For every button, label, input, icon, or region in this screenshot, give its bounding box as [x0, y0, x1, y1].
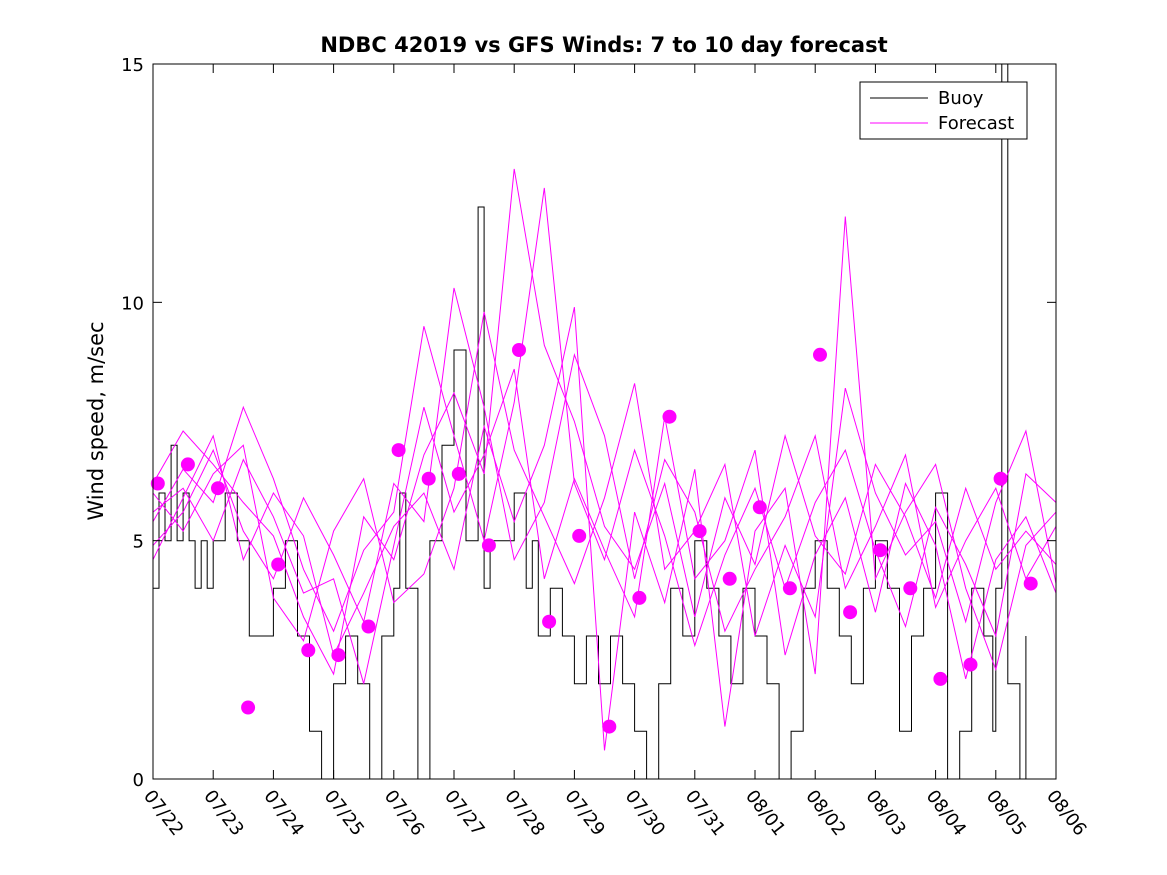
forecast-point [572, 528, 587, 543]
forecast-point [752, 500, 767, 515]
forecast-point [963, 657, 978, 672]
series-layer [152, 63, 1057, 780]
plot-frame [152, 63, 1057, 780]
forecast-point [150, 476, 165, 491]
forecast-point [391, 443, 406, 458]
forecast-point [692, 524, 707, 539]
forecast-point [241, 700, 256, 715]
forecast-point [813, 347, 827, 362]
forecast-point [1023, 576, 1038, 591]
forecast-point [301, 643, 316, 658]
forecast-point [722, 571, 737, 586]
forecast-point [873, 543, 888, 558]
forecast-point [361, 619, 376, 634]
forecast-point [331, 648, 346, 663]
forecast-point [662, 409, 677, 424]
forecast-point [782, 581, 797, 596]
buoy-line [153, 63, 1027, 780]
forecast-points-layer [150, 343, 1038, 734]
forecast-point [993, 471, 1008, 486]
y-tick-label: 15 [121, 55, 144, 76]
legend-buoy-label: Buoy [938, 88, 984, 109]
axes-layer [152, 63, 1057, 780]
forecast-line-1 [152, 168, 1057, 676]
forecast-point [903, 581, 918, 596]
legend: Buoy Forecast [859, 81, 1028, 140]
y-axis-label: Wind speed, m/sec [84, 321, 108, 520]
forecast-line-5 [152, 368, 1057, 684]
forecast-point [542, 614, 557, 629]
forecast-point [421, 471, 436, 486]
forecast-line-6 [152, 216, 1057, 751]
forecast-line-2 [152, 187, 1057, 648]
y-tick-label: 10 [121, 293, 144, 314]
legend-box [859, 81, 1028, 140]
forecast-line-3 [152, 287, 1057, 633]
forecast-point [933, 671, 948, 686]
chart-title: NDBC 42019 vs GFS Winds: 7 to 10 day for… [320, 33, 887, 57]
forecast-point [180, 457, 195, 472]
y-tick-label: 5 [133, 532, 144, 553]
plot-area [153, 64, 1056, 779]
forecast-point [512, 343, 526, 357]
forecast-point [451, 466, 466, 481]
forecast-point [211, 481, 225, 496]
forecast-point [271, 557, 286, 572]
y-tick-label: 0 [133, 770, 144, 791]
legend-forecast-label: Forecast [938, 113, 1014, 134]
forecast-point [602, 719, 617, 734]
forecast-point [843, 605, 858, 620]
forecast-line-4 [152, 311, 1057, 642]
forecast-point [632, 590, 647, 605]
forecast-point [481, 538, 496, 553]
